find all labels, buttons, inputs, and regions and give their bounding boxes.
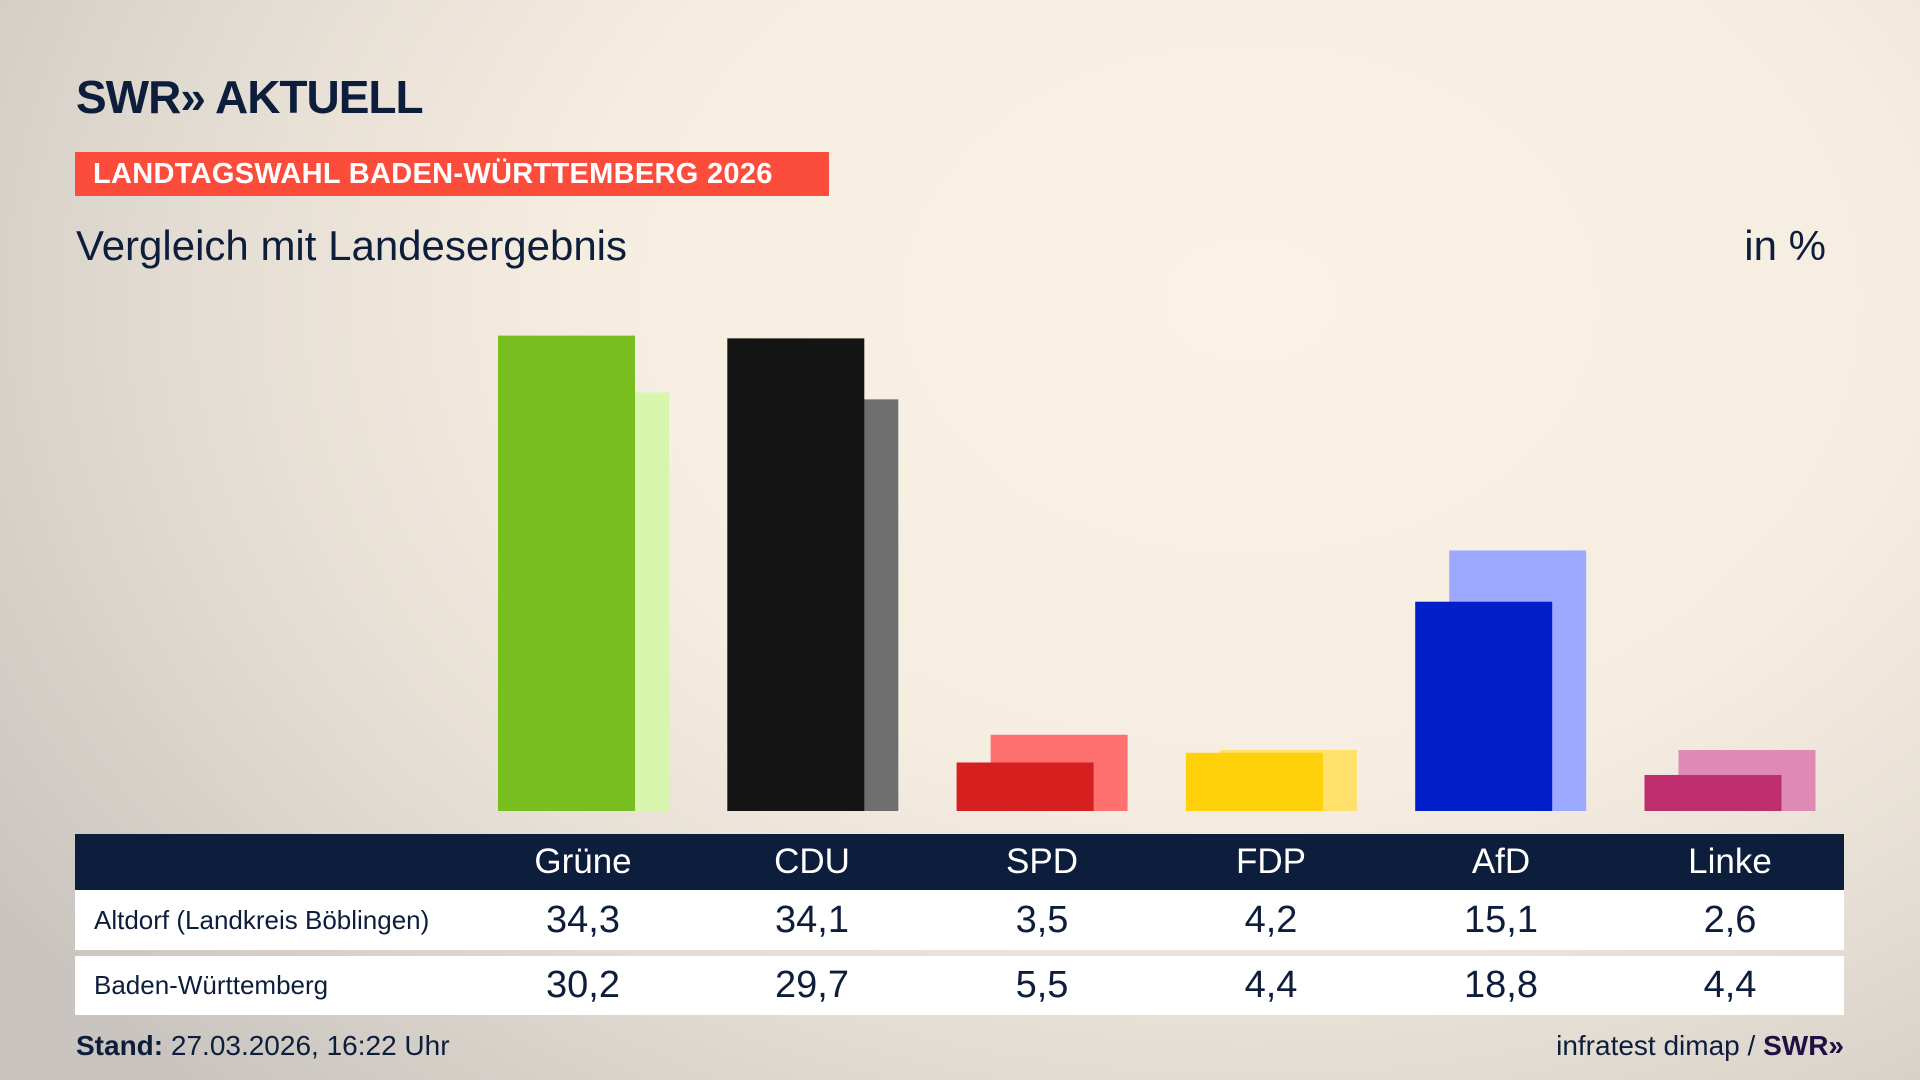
source-text: infratest dimap / [1556,1030,1756,1061]
column-header-spd: SPD [1006,842,1078,881]
bar-chart [498,335,1816,811]
value-afd: 15,1 [1464,898,1538,941]
source: infratest dimap / SWR» [1556,1030,1844,1062]
column-header-linke: Linke [1688,842,1772,881]
election-banner: LANDTAGSWAHL BADEN-WÜRTTEMBERG 2026 [75,152,829,196]
unit-label: in % [1744,222,1826,269]
value-fdp: 4,2 [1244,898,1298,941]
table-header: Grüne CDU SPD FDP AfD Linke [75,834,1844,890]
value-cdu: 29,7 [775,964,849,1006]
value-fdp: 4,4 [1244,964,1298,1006]
timestamp: Stand: 27.03.2026, 16:22 Uhr [76,1030,450,1062]
row-label: Altdorf (Landkreis Böblingen) [94,904,430,935]
bar-linke-local [1644,774,1782,811]
column-header-cdu: CDU [774,842,850,881]
column-header-afd: AfD [1471,842,1531,881]
value-grüne: 34,3 [546,898,620,941]
bar-cdu-local [727,338,865,811]
bar-afd-local [1415,601,1553,811]
column-header-fdp: FDP [1236,842,1306,881]
swr-aktuell-logo: SWR» AKTUELL [76,71,424,123]
table-row-altdorf: Altdorf (Landkreis Böblingen) 34,3 34,1 3,… [75,890,1844,950]
stand-label: Stand: [76,1030,164,1061]
bar-fdp-local [1185,752,1323,811]
value-grüne: 30,2 [546,964,620,1006]
stand-value: 27.03.2026, 16:22 Uhr [170,1030,450,1061]
swr-logo: SWR» [1763,1030,1844,1061]
bar-grüne-local [498,335,635,811]
bar-spd-local [956,762,1094,811]
value-linke: 4,4 [1703,964,1757,1006]
value-linke: 2,6 [1703,898,1757,941]
value-spd: 3,5 [1015,898,1069,941]
column-header-grüne: Grüne [534,842,632,881]
row-label: Baden-Württemberg [94,970,329,1000]
value-afd: 18,8 [1464,964,1538,1006]
value-spd: 5,5 [1015,964,1069,1006]
chart-subtitle: Vergleich mit Landesergebnis [76,222,628,269]
table-row-bw: Baden-Württemberg 30,2 29,7 5,5 4,4 18,8 4,4 [75,956,1844,1015]
value-cdu: 34,1 [775,898,849,941]
